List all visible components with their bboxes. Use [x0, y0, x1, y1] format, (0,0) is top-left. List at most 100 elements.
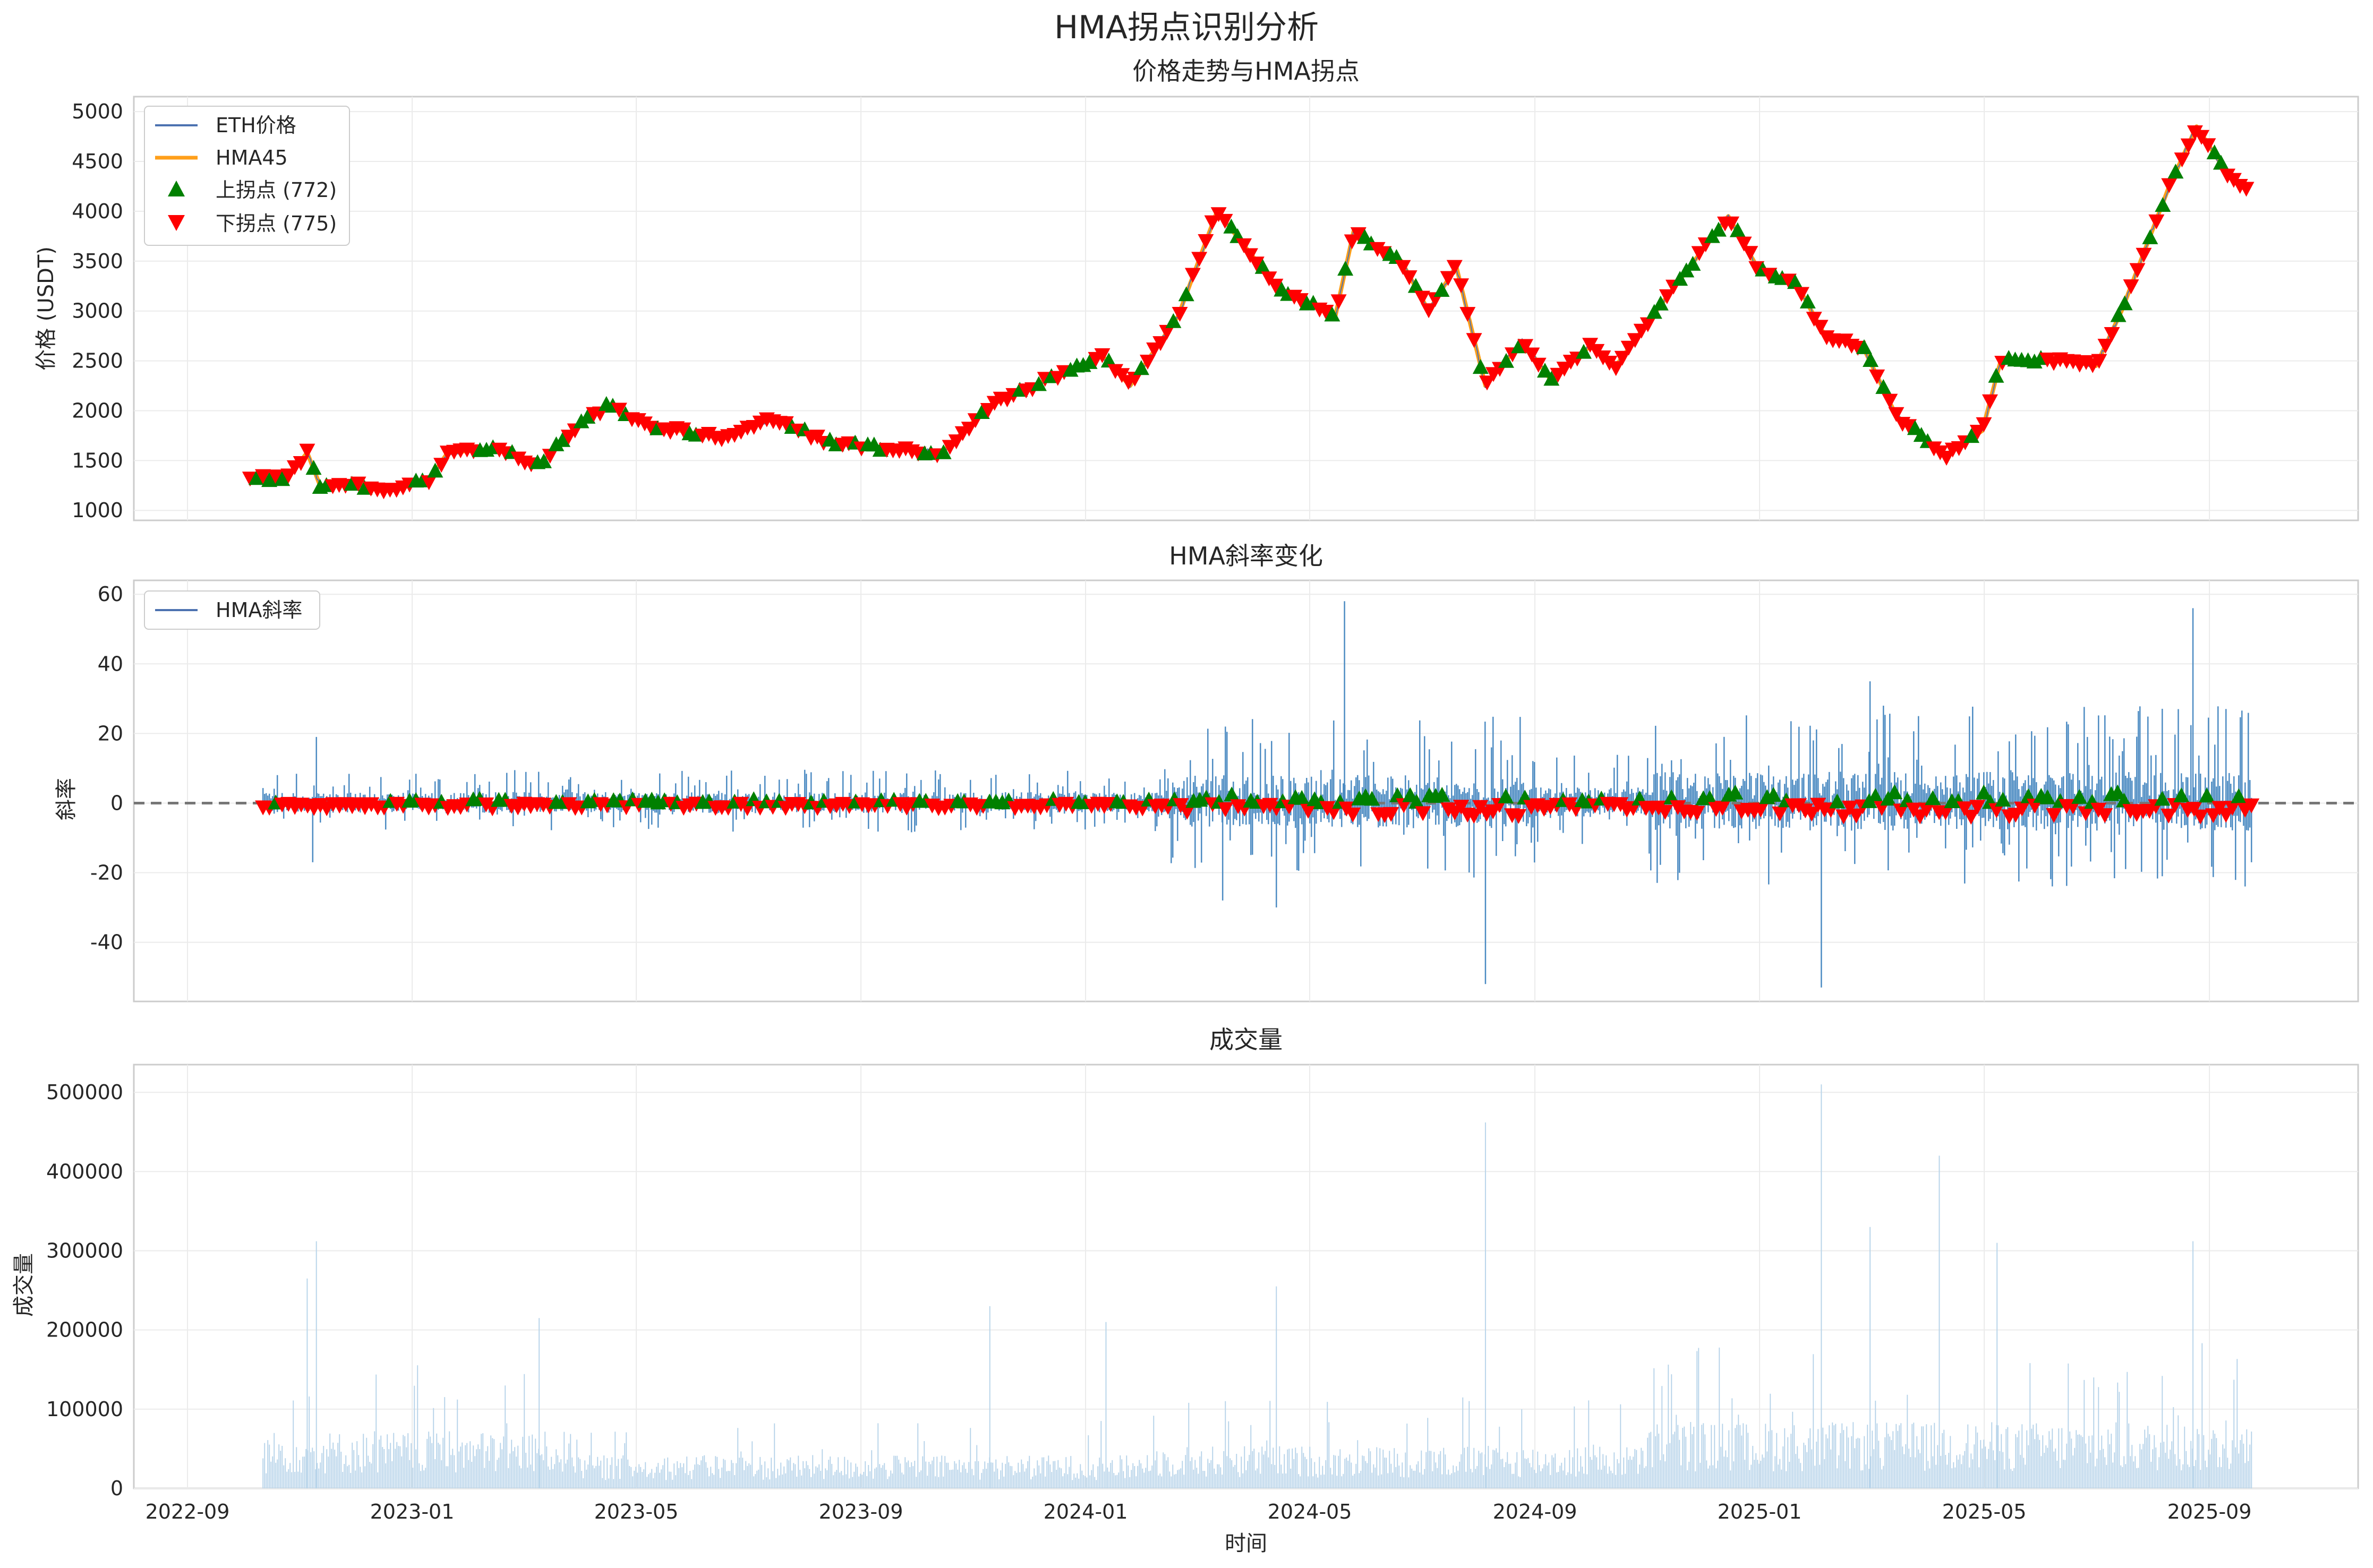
upper-turning-point — [1575, 344, 1592, 359]
upper-turning-point — [1062, 362, 1079, 377]
legend-eth-label: ETH价格 — [216, 114, 296, 137]
lower-turning-point — [2091, 354, 2107, 369]
lower-turning-point — [1918, 803, 1935, 818]
y-tick-label-0: 0 — [110, 1477, 123, 1500]
y-tick-label-400000: 400000 — [46, 1160, 123, 1183]
lower-turning-point — [433, 458, 450, 473]
upper-turning-point — [1727, 784, 1744, 800]
lower-turning-point — [1153, 336, 1169, 352]
lower-turning-point — [1842, 800, 1858, 816]
upper-turning-point — [1829, 793, 1846, 809]
upper-turning-point — [1409, 793, 1425, 809]
lower-turning-point — [1893, 803, 1909, 819]
upper-turning-point — [1963, 428, 1979, 443]
x-axis-label: 时间 — [1225, 1531, 1267, 1556]
lower-turning-point — [1107, 364, 1124, 379]
lower-turning-point — [1926, 441, 1942, 457]
price-legend: ETH价格 HMA45 上拐点 (772) 下拐点 (775) — [144, 106, 350, 246]
lower-turning-point — [2200, 138, 2216, 153]
upper-turning-point — [1672, 271, 1688, 286]
lower-turning-point — [2097, 339, 2114, 354]
lower-turning-point — [1882, 393, 1898, 409]
upper-turning-point — [274, 471, 291, 486]
upper-turning-point — [2110, 784, 2126, 800]
lower-turning-point — [1620, 340, 1637, 356]
lower-turning-point — [299, 443, 315, 459]
lower-turning-point — [1510, 809, 1527, 824]
y-tick-label--40: -40 — [90, 931, 123, 954]
lower-turning-point — [980, 403, 996, 418]
upper-turning-point — [1710, 221, 1727, 237]
upper-turning-point — [1100, 353, 1117, 368]
lower-turning-point — [1524, 347, 1540, 363]
volume-bar-series — [262, 1084, 2252, 1488]
x-tick-label-2024-01: 2024-01 — [1044, 1500, 1128, 1523]
lower-turning-point — [2014, 801, 2030, 817]
lower-turning-point — [2123, 279, 2139, 295]
upper-turning-point — [1178, 286, 1194, 302]
upper-turning-point — [1223, 218, 1240, 234]
upper-turning-point — [2071, 789, 2088, 804]
lower-turning-point — [2243, 798, 2260, 813]
upper-turning-point — [2206, 144, 2223, 159]
upper-turning-point — [974, 404, 990, 419]
y-tick-label-1500: 1500 — [72, 449, 123, 472]
lower-turning-point — [961, 422, 977, 437]
y-tick-label-1000: 1000 — [72, 499, 123, 522]
lower-turning-point — [1753, 802, 1769, 818]
legend-down-label: 下拐点 (775) — [216, 212, 337, 235]
lower-turning-point — [1440, 271, 1456, 286]
lower-turning-point — [1204, 215, 1220, 230]
lower-turning-point — [1126, 372, 1143, 387]
upper-turning-point — [2116, 295, 2133, 311]
lower-turning-point — [1446, 260, 1463, 275]
lower-turning-point — [1345, 807, 1361, 822]
lower-turning-point — [1761, 268, 1778, 283]
upper-turning-point — [1133, 360, 1149, 375]
upper-turning-point — [1787, 274, 1803, 289]
lower-turning-point — [778, 416, 794, 431]
lower-turning-point — [1453, 278, 1469, 294]
lower-turning-point — [2046, 808, 2062, 823]
upper-turning-point — [1510, 338, 1527, 354]
lower-turning-point — [2192, 809, 2209, 825]
lower-turning-point — [1466, 333, 1482, 348]
lower-turning-point — [1139, 354, 1156, 370]
lower-turning-point — [1453, 800, 1470, 815]
lower-turning-point — [1651, 800, 1667, 816]
x-axis-ticks: 2022-09 2023-01 2023-05 2023-09 2024-01 2024-… — [146, 1500, 2252, 1523]
lower-turning-point — [2161, 808, 2177, 824]
upper-turning-point — [427, 462, 443, 478]
slope-panel: HMA斜率变化 -40 -20 0 20 40 60 斜率 HMA斜率 — [54, 542, 2359, 1003]
upper-turning-point — [1799, 293, 1816, 309]
x-tick-label-2024-09: 2024-09 — [1493, 1500, 1577, 1523]
upper-turning-point — [1254, 259, 1271, 274]
upper-turning-point — [1337, 261, 1354, 276]
lower-turning-point — [542, 449, 558, 464]
lower-turning-point — [1330, 294, 1347, 310]
lower-turning-point — [1888, 407, 1905, 422]
y-tick-label-3000: 3000 — [72, 299, 123, 323]
price-panel-title: 价格走势与HMA拐点 — [1132, 57, 1360, 85]
lower-turning-point — [1318, 304, 1334, 320]
lower-turning-point — [1780, 273, 1797, 289]
y-tick-label-5000: 5000 — [72, 100, 123, 123]
y-tick-label-100000: 100000 — [46, 1398, 123, 1421]
lower-turning-point — [1248, 256, 1265, 272]
lower-turning-point — [1804, 807, 1820, 822]
lower-turning-point — [1969, 424, 1986, 440]
lower-turning-point — [643, 421, 659, 436]
lower-turning-point — [2161, 178, 2178, 193]
volume-y-label: 成交量 — [12, 1253, 36, 1317]
upper-turning-point — [1324, 306, 1341, 322]
upper-turning-point — [1543, 371, 1560, 386]
y-tick-label-2000: 2000 — [72, 399, 123, 422]
x-tick-label-2025-01: 2025-01 — [1718, 1500, 1802, 1523]
upper-turning-point — [1875, 379, 1892, 394]
legend-up-marker-icon — [168, 181, 185, 196]
upper-turning-point — [1081, 354, 1098, 369]
lower-turning-point — [1242, 248, 1258, 263]
lower-turning-point — [1806, 312, 1822, 327]
lower-turning-point — [1094, 348, 1111, 363]
